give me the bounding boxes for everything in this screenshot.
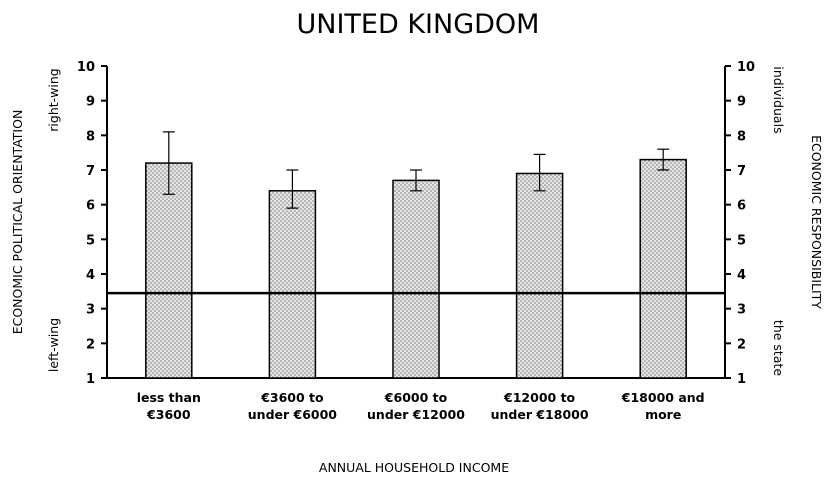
category-label: more	[645, 407, 681, 422]
bar	[145, 162, 193, 379]
right-tick-label: 10	[737, 60, 755, 75]
y-top-label: right-wing	[46, 68, 61, 131]
right-tick-label: 5	[737, 233, 746, 248]
category-label: €18000 and	[621, 390, 705, 405]
category-label: under €12000	[367, 407, 465, 422]
right-tick-label: 1	[737, 372, 746, 387]
right-tick-label: 8	[737, 129, 746, 144]
x-category-labels: less than €3600 €3600 to under €6000 €6000 t…	[137, 390, 705, 422]
category-label: under €18000	[491, 407, 589, 422]
y2-axis-label: ECONOMIC RESPONSIBILITY	[809, 135, 824, 309]
left-tick-label: 9	[86, 95, 95, 110]
left-tick-label: 6	[86, 199, 95, 214]
bar	[639, 158, 687, 379]
category-label: €6000 to	[384, 390, 448, 405]
chart-title: UNITED KINGDOM	[297, 9, 540, 40]
left-tick-label: 2	[86, 337, 95, 352]
category-label: €3600 to	[260, 390, 324, 405]
category-label: €12000 to	[503, 390, 576, 405]
left-tick-label: 1	[86, 372, 95, 387]
left-tick-label: 3	[86, 303, 95, 318]
right-tick-label: 4	[737, 268, 746, 283]
left-tick-label: 7	[86, 164, 95, 179]
bar	[515, 172, 564, 379]
left-y-ticks: 1 2 3 4 5 6 7 8 9 10	[77, 60, 107, 387]
y-axis-label: ECONOMIC POLITICAL ORIENTATION	[10, 110, 25, 335]
right-tick-label: 9	[737, 95, 746, 110]
right-y-ticks: 1 2 3 4 5 6 7 8 9 10	[725, 60, 755, 387]
left-tick-label: 4	[86, 268, 95, 283]
category-label: €3600	[146, 407, 191, 422]
left-tick-label: 10	[77, 60, 95, 75]
left-tick-label: 5	[86, 233, 95, 248]
y-bottom-label: left-wing	[46, 318, 61, 372]
bar	[392, 179, 440, 379]
error-bars-group	[162, 131, 670, 209]
right-tick-label: 7	[737, 164, 746, 179]
right-tick-label: 3	[737, 303, 746, 318]
left-tick-label: 8	[86, 129, 95, 144]
category-label: less than	[137, 390, 201, 405]
bars-group	[145, 158, 687, 379]
right-tick-label: 6	[737, 199, 746, 214]
y2-top-label: individuals	[771, 66, 786, 133]
bar	[268, 190, 317, 379]
right-tick-label: 2	[737, 337, 746, 352]
category-label: under €6000	[248, 407, 338, 422]
y2-bottom-label: the state	[771, 320, 786, 376]
x-axis-label: ANNUAL HOUSEHOLD INCOME	[319, 460, 509, 475]
